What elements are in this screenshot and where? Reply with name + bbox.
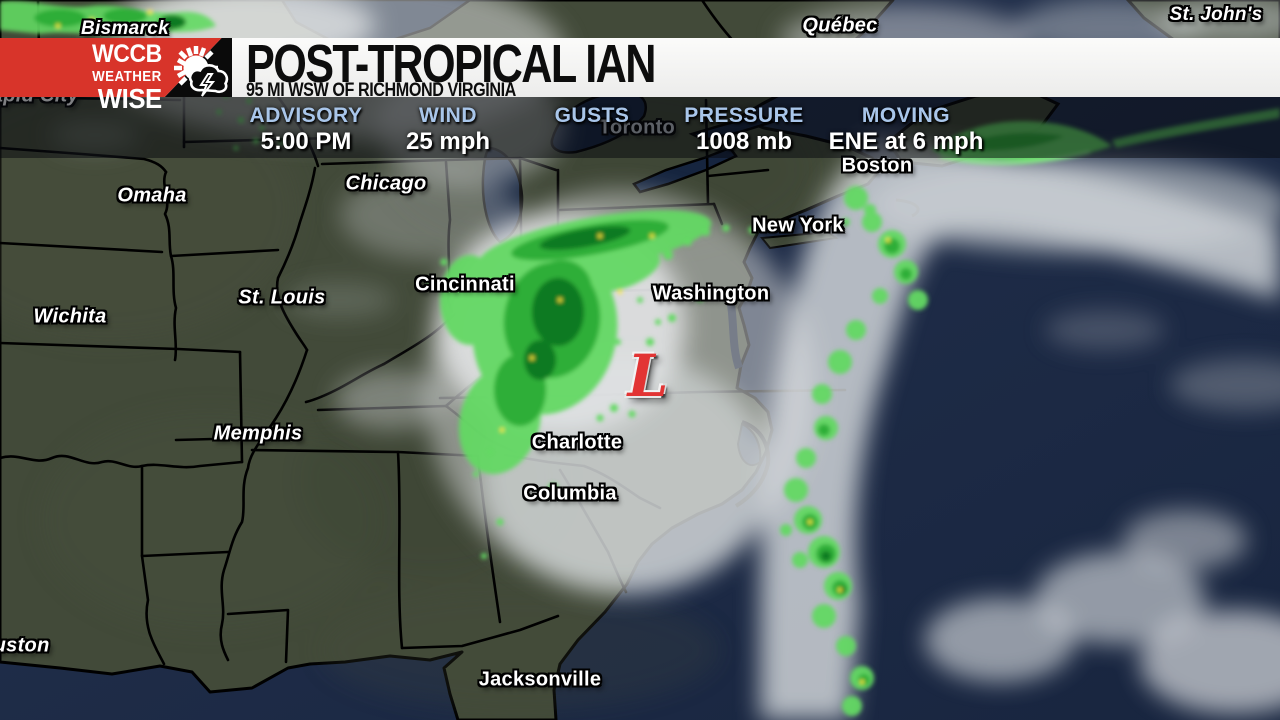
city-label: Washington bbox=[652, 282, 770, 305]
stat-gusts: GUSTS bbox=[555, 97, 630, 128]
sun-storm-icon bbox=[174, 46, 229, 97]
city-label: Chicago bbox=[345, 172, 427, 195]
logo-line1: WCCB bbox=[92, 40, 162, 68]
city-label: Wichita bbox=[33, 305, 107, 328]
stat-wind: WIND 25 mph bbox=[406, 97, 490, 156]
stat-label: ADVISORY bbox=[249, 104, 363, 127]
stat-label: PRESSURE bbox=[684, 104, 804, 127]
stat-value: 5:00 PM bbox=[260, 128, 352, 155]
city-label: New York bbox=[752, 214, 844, 237]
stats-strip-background bbox=[0, 97, 1280, 158]
city-label: Jacksonville bbox=[478, 668, 602, 691]
storm-title: POST-TROPICAL IAN bbox=[246, 34, 656, 94]
city-label: Omaha bbox=[117, 184, 187, 207]
logo-line3: WISE bbox=[98, 83, 162, 114]
storm-location: 95 MI WSW OF RICHMOND VIRGINIA bbox=[246, 80, 516, 101]
city-label: Memphis bbox=[213, 422, 303, 445]
city-label: Québec bbox=[802, 14, 878, 37]
stat-label: WIND bbox=[419, 104, 477, 127]
city-label: Houston bbox=[0, 634, 50, 657]
stat-advisory: ADVISORY 5:00 PM bbox=[250, 97, 363, 156]
stat-label: MOVING bbox=[861, 104, 951, 127]
city-label: Boston bbox=[841, 154, 913, 177]
logo-text: WCCB WEATHER WISE bbox=[86, 40, 162, 115]
city-label: St. John's bbox=[1169, 4, 1263, 25]
stat-moving: MOVING ENE at 6 mph bbox=[829, 97, 984, 156]
stat-value: ENE at 6 mph bbox=[828, 128, 984, 155]
city-label: St. Louis bbox=[238, 286, 326, 309]
city-label: Charlotte bbox=[531, 431, 623, 454]
stat-pressure: PRESSURE 1008 mb bbox=[684, 97, 804, 156]
radar-extreme-flecks bbox=[55, 9, 891, 685]
city-label: Columbia bbox=[523, 482, 617, 505]
city-label: Bismarck bbox=[81, 18, 169, 39]
station-logo: WCCB WEATHER WISE bbox=[0, 38, 232, 114]
stat-label: GUSTS bbox=[554, 104, 630, 127]
logo-line2: WEATHER bbox=[92, 69, 162, 85]
low-pressure-marker: L bbox=[627, 342, 669, 410]
stat-value: 25 mph bbox=[405, 128, 491, 155]
city-label: Cincinnati bbox=[415, 273, 515, 296]
stat-value: 1008 mb bbox=[695, 128, 793, 155]
